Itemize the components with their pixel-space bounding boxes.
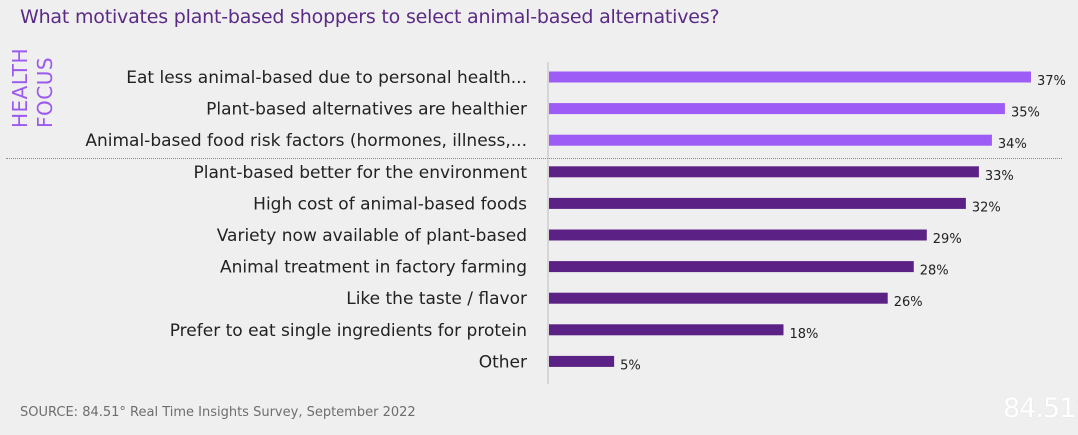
category-label: Animal treatment in factory farming [220,258,527,278]
bar-chart: Eat less animal-based due to personal he… [85,62,1066,384]
category-label: Eat less animal-based due to personal he… [126,68,527,88]
category-label: Prefer to eat single ingredients for pro… [170,321,527,341]
category-label: Animal-based food risk factors (hormones… [85,131,527,151]
value-label: 37% [1037,74,1066,89]
value-label: 34% [998,137,1027,152]
value-label: 32% [972,200,1001,215]
bar [549,71,1031,83]
source-note: SOURCE: 84.51° Real Time Insights Survey… [20,405,416,420]
category-label: Variety now available of plant-based [217,226,527,246]
bar [549,355,615,367]
value-label: 35% [1011,106,1040,121]
value-label: 28% [920,264,949,279]
category-label: High cost of animal-based foods [253,194,527,214]
value-label: 5% [620,358,641,373]
value-label: 33% [985,169,1014,184]
category-label: Plant-based alternatives are healthier [206,100,527,120]
bar [549,324,784,336]
value-label: 26% [894,295,923,310]
health-group-divider [6,158,1062,159]
bars-layer: Eat less animal-based due to personal he… [85,68,1066,373]
category-label: Plant-based better for the environment [194,163,528,183]
bar [549,197,966,209]
bar [549,292,888,304]
category-label: Other [479,352,527,372]
bar [549,261,914,273]
brand-logo: 84.51° [1003,393,1078,424]
bar [549,134,992,146]
category-label: Like the taste / flavor [346,289,527,309]
chart-title: What motivates plant-based shoppers to s… [20,6,720,28]
bar [549,229,927,241]
bar [549,166,979,178]
value-label: 29% [933,232,962,247]
bar [549,103,1005,115]
value-label: 18% [789,327,818,342]
